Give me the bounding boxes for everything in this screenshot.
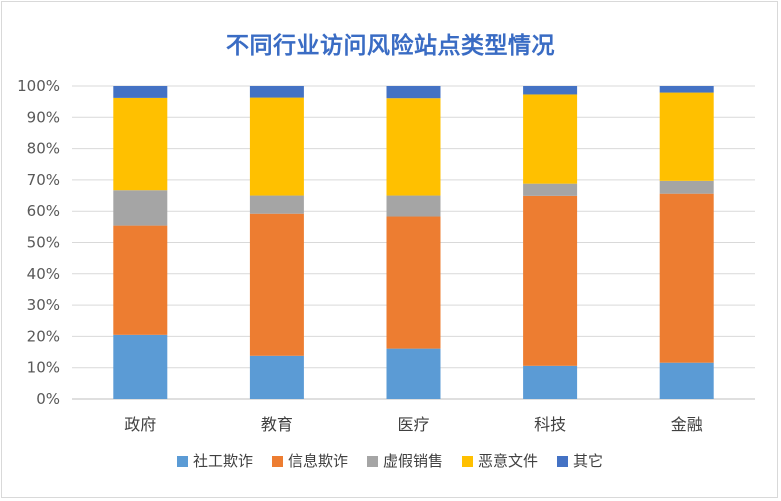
bar-stacks bbox=[113, 86, 714, 399]
bar-segment bbox=[523, 195, 578, 366]
legend-item: 其它 bbox=[557, 452, 603, 470]
bar-segment bbox=[386, 98, 441, 196]
y-tick-label: 80% bbox=[27, 140, 60, 158]
y-tick-label: 70% bbox=[27, 171, 60, 189]
x-tick-label: 金融 bbox=[671, 415, 703, 434]
legend-label: 虚假销售 bbox=[383, 452, 443, 470]
bar-segment bbox=[249, 86, 304, 98]
bar-segment bbox=[249, 97, 304, 196]
y-tick-label: 50% bbox=[27, 234, 60, 252]
bar-segment bbox=[659, 193, 714, 363]
legend-swatch bbox=[557, 456, 568, 467]
bar-segment bbox=[523, 183, 578, 196]
bar-segment bbox=[659, 362, 714, 399]
bar-segment bbox=[113, 190, 168, 226]
legend-label: 其它 bbox=[573, 452, 603, 470]
x-tick-label: 科技 bbox=[534, 415, 566, 434]
legend: 社工欺诈 信息欺诈 虚假销售 恶意文件 其它 bbox=[177, 452, 603, 470]
y-axis-labels: 0% 10% 20% 30% 40% 50% 60% 70% 80% 90% 100% bbox=[17, 77, 60, 408]
bar-segment bbox=[113, 86, 168, 98]
bar-stack bbox=[386, 86, 441, 399]
legend-item: 社工欺诈 bbox=[177, 452, 253, 470]
bar-segment bbox=[659, 92, 714, 181]
y-tick-label: 100% bbox=[17, 77, 60, 95]
bar-segment bbox=[659, 180, 714, 194]
y-tick-label: 40% bbox=[27, 265, 60, 283]
bar-segment bbox=[523, 365, 578, 399]
legend-label: 恶意文件 bbox=[478, 452, 538, 470]
legend-item: 恶意文件 bbox=[462, 452, 538, 470]
x-tick-label: 教育 bbox=[261, 415, 293, 434]
bar-stack bbox=[249, 86, 304, 399]
bar-segment bbox=[249, 355, 304, 399]
bar-segment bbox=[386, 216, 441, 349]
bar-segment bbox=[113, 334, 168, 399]
legend-swatch bbox=[272, 456, 283, 467]
x-tick-label: 医疗 bbox=[397, 415, 429, 434]
legend-label: 社工欺诈 bbox=[193, 452, 253, 470]
bar-segment bbox=[386, 86, 441, 99]
bar-segment bbox=[113, 225, 168, 335]
y-tick-label: 20% bbox=[27, 327, 60, 345]
y-tick-label: 0% bbox=[36, 390, 60, 408]
y-tick-label: 90% bbox=[27, 108, 60, 126]
bar-segment bbox=[523, 86, 578, 95]
y-tick-label: 60% bbox=[27, 202, 60, 220]
bar-stack bbox=[523, 86, 578, 399]
bar-segment bbox=[249, 213, 304, 356]
x-axis-labels: 政府 教育 医疗 科技 金融 bbox=[124, 415, 702, 434]
bar-segment bbox=[386, 195, 441, 217]
legend-item: 信息欺诈 bbox=[272, 452, 348, 470]
legend-swatch bbox=[367, 456, 378, 467]
bar-stack bbox=[113, 86, 168, 399]
chart-title: 不同行业访问风险站点类型情况 bbox=[226, 33, 555, 59]
x-tick-label: 政府 bbox=[124, 415, 156, 434]
y-tick-label: 30% bbox=[27, 296, 60, 314]
bar-segment bbox=[659, 86, 714, 93]
legend-item: 虚假销售 bbox=[367, 452, 443, 470]
legend-swatch bbox=[177, 456, 188, 467]
bar-segment bbox=[113, 97, 168, 191]
bar-segment bbox=[523, 94, 578, 184]
legend-label: 信息欺诈 bbox=[288, 452, 348, 470]
y-tick-label: 10% bbox=[27, 359, 60, 377]
bar-segment bbox=[249, 195, 304, 214]
bar-stack bbox=[659, 86, 714, 399]
bar-segment bbox=[386, 348, 441, 399]
legend-swatch bbox=[462, 456, 473, 467]
